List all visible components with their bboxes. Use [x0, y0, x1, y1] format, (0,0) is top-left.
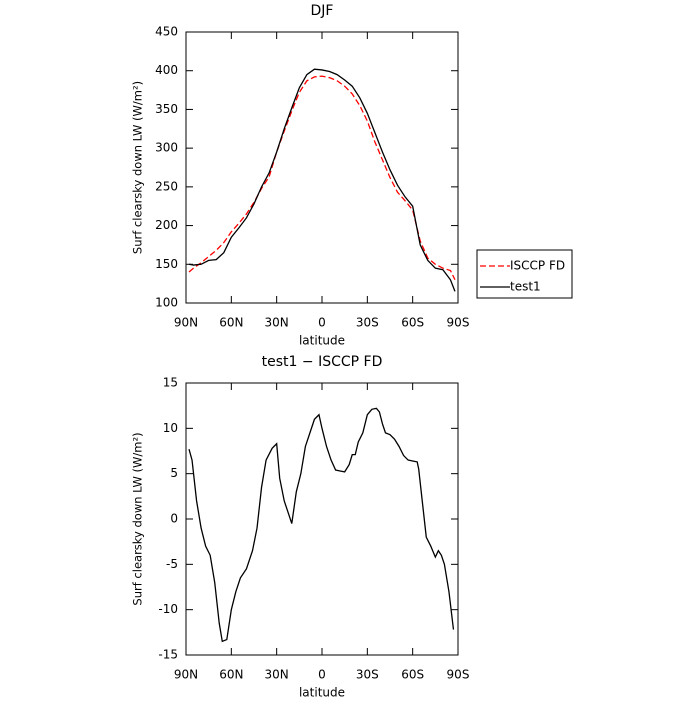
x-tick-label: 60S: [401, 316, 424, 330]
y-tick-label: 300: [155, 141, 178, 155]
y-tick-label: 100: [155, 296, 178, 310]
panel: DJF latitude Surf clearsky down LW (W/m²) 1…: [131, 3, 573, 348]
y-tick-label: 350: [155, 102, 178, 116]
legend-label: ISCCP FD: [510, 259, 565, 273]
y-tick-label: 5: [170, 466, 178, 480]
y-tick-label: 250: [155, 179, 178, 193]
plot-frame: [185, 31, 459, 304]
x-tick-label: 30S: [356, 316, 379, 330]
y-tick-label: 15: [163, 376, 178, 390]
x-tick-label: 90N: [174, 668, 198, 682]
x-tick-label: 30S: [356, 668, 379, 682]
y-tick-label: 0: [170, 512, 178, 526]
x-axis-label: latitude: [299, 686, 345, 700]
y-axis-label: Surf clearsky down LW (W/m²): [131, 81, 145, 254]
y-tick-label: 150: [155, 257, 178, 271]
legend-frame: [476, 249, 573, 299]
x-axis-label: latitude: [299, 334, 345, 348]
panel-title: DJF: [311, 3, 334, 19]
y-tick-label: -15: [158, 648, 178, 662]
x-tick-label: 90N: [174, 316, 198, 330]
x-tick-label: 0: [318, 668, 326, 682]
x-tick-label: 60N: [219, 668, 243, 682]
y-tick-label: 400: [155, 63, 178, 77]
y-tick-label: 10: [163, 421, 178, 435]
y-tick-label: -10: [158, 602, 178, 616]
y-tick-label: 450: [155, 25, 178, 39]
legend-label: test1: [510, 280, 541, 294]
y-tick-label: 200: [155, 218, 178, 232]
panel: test1 − ISCCP FD latitude Surf clearsky do…: [131, 354, 470, 700]
x-tick-label: 90S: [447, 316, 470, 330]
x-tick-label: 30N: [265, 668, 289, 682]
panel-title: test1 − ISCCP FD: [262, 354, 383, 370]
x-tick-label: 0: [318, 316, 326, 330]
x-tick-label: 30N: [265, 316, 289, 330]
x-tick-label: 90S: [447, 668, 470, 682]
data-line: [188, 407, 455, 643]
data-line: [188, 75, 456, 281]
x-tick-label: 60S: [401, 668, 424, 682]
legend: ISCCP FD test1: [476, 249, 573, 299]
data-line: [188, 68, 456, 292]
y-tick-label: -5: [166, 557, 178, 571]
x-tick-label: 60N: [219, 316, 243, 330]
y-axis-label: Surf clearsky down LW (W/m²): [131, 432, 145, 605]
plot-frame: [185, 382, 459, 656]
